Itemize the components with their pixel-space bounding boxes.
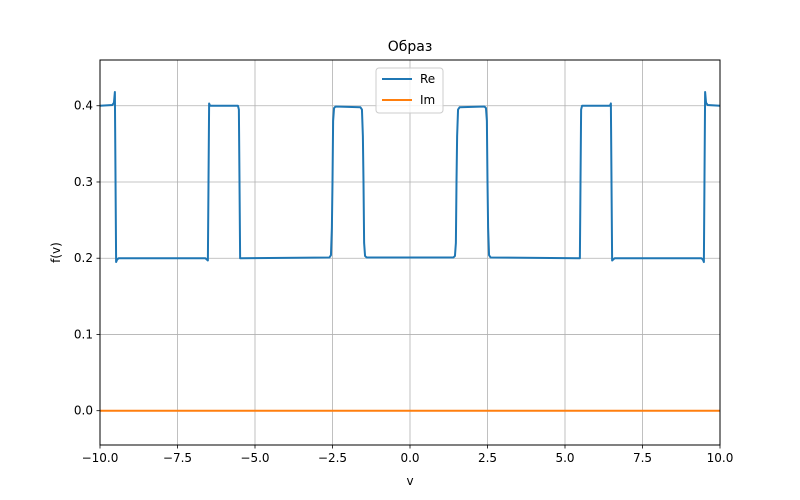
x-axis-label: v [406, 474, 413, 488]
x-tick-label: 0.0 [400, 451, 419, 465]
x-tick-label: −5.0 [240, 451, 269, 465]
axis-ticks: −10.0 −7.5 −5.0 −2.5 0.0 2.5 5.0 7.5 10.0 0.0 0.1 0… [74, 99, 733, 465]
legend-label-im: Im [420, 93, 435, 107]
x-tick-label: −2.5 [318, 451, 347, 465]
series-lines [99, 91, 721, 412]
legend: Re Im [375, 67, 444, 114]
y-tick-label: 0.0 [74, 404, 93, 418]
x-tick-label: 2.5 [478, 451, 497, 465]
x-tick-label: 10.0 [707, 451, 734, 465]
y-tick-label: 0.3 [74, 175, 93, 189]
y-axis-label: f(v) [49, 242, 63, 263]
x-tick-label: −7.5 [163, 451, 192, 465]
y-tick-label: 0.2 [74, 251, 93, 265]
chart-title: Образ [388, 39, 433, 55]
legend-label-re: Re [420, 72, 435, 86]
y-tick-label: 0.1 [74, 327, 93, 341]
series-line-re [99, 91, 721, 264]
x-tick-label: −10.0 [82, 451, 119, 465]
y-tick-label: 0.4 [74, 99, 93, 113]
x-tick-label: 7.5 [633, 451, 652, 465]
x-tick-label: 5.0 [555, 451, 574, 465]
